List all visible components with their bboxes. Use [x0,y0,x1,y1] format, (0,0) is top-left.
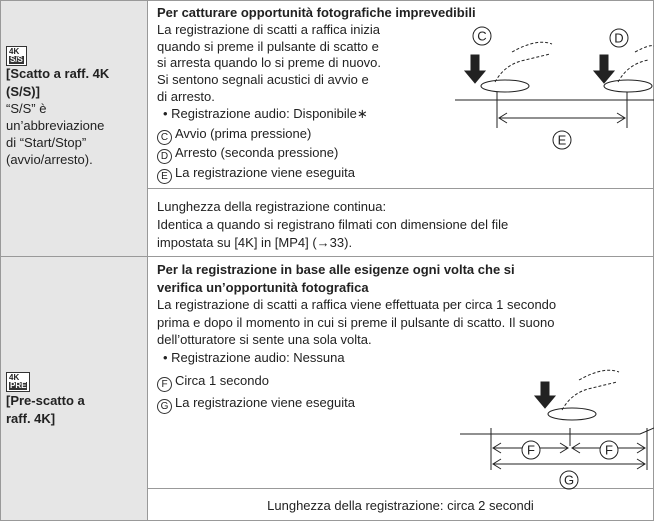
icon-sub: PRE [9,381,28,390]
item-text: Circa 1 secondo [175,372,269,388]
item-text: Arresto (seconda pressione) [175,145,339,161]
legend-item: F Circa 1 secondo [157,373,269,392]
icon-text: 4K [9,47,20,56]
item-text: La registrazione viene eseguita [175,164,355,180]
timeline [460,427,654,435]
button [547,407,597,421]
legend-item: D Arresto (seconda pressione) [157,145,339,165]
footer-text: Identica a quando si registrano filmati … [157,217,509,232]
marker: G [157,398,172,414]
icon-sub: S/S [9,55,24,64]
span-arrow [492,442,646,454]
footer-text: Lunghezza della registrazione: circa 2 s… [267,498,534,513]
diagram-label: E [558,133,567,148]
marker-circle [472,26,492,46]
heading: Per la registrazione in base alle esigen… [157,262,515,277]
left-cell [0,0,148,257]
body-text: Si sentono segnali acustici di avvio e [157,72,369,88]
bullet: • Registrazione audio: Disponibile∗ [163,105,368,121]
heading: verifica un’opportunità fotografica [157,279,369,295]
body-text: La registrazione di scatti a raffica vie… [157,297,557,312]
diagram-label: F [605,443,613,458]
span-arrow [492,458,646,470]
diagram-label: C [477,29,486,44]
mode-name: raff. 4K] [6,410,56,426]
marker-circle [521,440,541,460]
marker-circle [609,28,629,48]
press-arrow [533,381,557,409]
marker-circle [552,130,572,150]
legend-item: E La registrazione viene eseguita [157,165,355,184]
mode-note: “S/S” è [6,101,47,116]
diagram-label: D [614,31,623,46]
footer-text: Lunghezza della registrazione continua: [157,199,387,214]
mode-note: di “Start/Stop” [6,135,87,150]
bullet: • Registrazione audio: Nessuna [163,349,345,365]
span-arrow [498,112,626,124]
marker: F [157,376,172,392]
footer-text: impostata su [4K] in [MP4] (→33). [157,235,353,250]
body-text: quando si preme il pulsante di scatto e [157,38,379,54]
legend-item: G La registrazione viene eseguita [157,395,355,414]
mode-note: (avvio/arresto). [6,152,93,167]
marker: E [157,168,172,184]
heading: Per catturare opportunità fotografiche i… [157,5,476,20]
marker-circle [599,440,619,460]
finger [494,41,553,83]
mode-name: (S/S)] [6,83,40,99]
finger [561,369,620,411]
mode-name: [Pre-scatto a [6,393,85,408]
button [480,79,530,93]
body-text: La registrazione di scatti a raffica ini… [157,21,381,37]
item-text: La registrazione viene eseguita [175,394,355,410]
body-text: dell’otturatore si sente una sola volta. [157,332,372,347]
marker-circle [559,470,579,490]
body-text: si arresta quando lo si preme di nuovo. [157,55,382,71]
item-text: Avvio (prima pressione) [175,126,312,142]
finger [617,45,654,83]
marker: D [157,149,172,165]
icon-text: 4K [9,373,20,382]
legend-item: C Avvio (prima pressione) [157,126,312,146]
diagram-label: G [564,473,574,488]
diagram-label: F [527,443,535,458]
mode-icon: 4K S/S [6,46,27,66]
mode-name: [Scatto a raff. 4K [6,66,110,81]
mode-note: un’abbreviazione [6,118,105,133]
marker: C [157,130,172,146]
press-arrow [592,54,616,84]
body-text: prima e dopo il momento in cui si preme … [157,314,555,330]
button [603,79,653,93]
body-text: di arresto. [157,89,215,104]
press-arrow [463,54,487,84]
mode-icon: 4K PRE [6,372,31,392]
